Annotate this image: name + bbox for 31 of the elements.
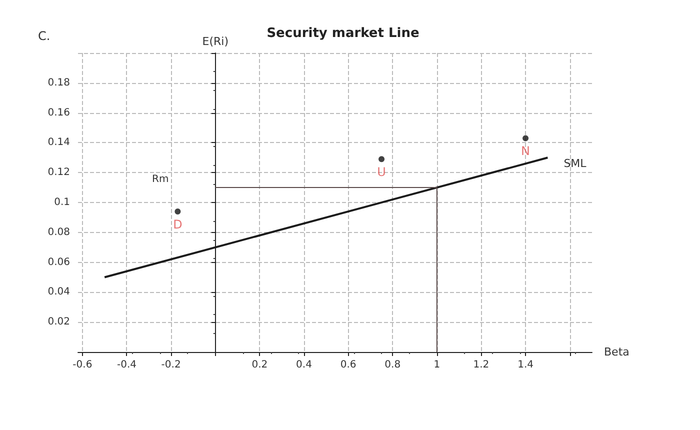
data-label: U — [377, 165, 386, 180]
y-tick-label: 0.04 — [48, 286, 70, 298]
data-label: N — [521, 144, 530, 158]
x-tick-label: 0.8 — [384, 360, 401, 370]
point — [174, 208, 181, 214]
x-tick-label: 0.4 — [296, 360, 312, 370]
chart-title: Security market Line — [266, 26, 420, 41]
y-tick-label: 0.02 — [48, 316, 70, 328]
data-label: D — [173, 217, 182, 232]
x-tick-label: 0.6 — [340, 360, 356, 370]
x-tick-label: -0.2 — [161, 360, 181, 370]
x-tick-label: 0.2 — [252, 360, 268, 370]
x-tick-label: 1 — [434, 360, 440, 370]
point — [522, 135, 529, 142]
y-tick-label: 0.06 — [48, 256, 70, 268]
series-label: SML — [564, 157, 588, 170]
point — [378, 156, 385, 162]
y-tick-label: 0.08 — [48, 226, 70, 238]
x-axis-title: Beta — [604, 346, 630, 358]
text: C. — [38, 29, 50, 43]
x-tick-label: 1.2 — [473, 360, 490, 370]
x-tick-label: -0.6 — [72, 360, 92, 370]
x-tick-label: 1.4 — [518, 360, 534, 370]
y-tick-label: 0.1 — [54, 197, 70, 208]
y-tick-label: 0.18 — [48, 77, 70, 88]
y-tick-label: 0.12 — [48, 167, 70, 178]
x-tick-label: -0.4 — [116, 360, 136, 370]
y-tick-label: 0.16 — [48, 107, 70, 118]
y-axis-title: E(Ri) — [202, 35, 228, 48]
annotation: Rm — [152, 174, 169, 186]
y-tick-label: 0.14 — [48, 137, 70, 148]
